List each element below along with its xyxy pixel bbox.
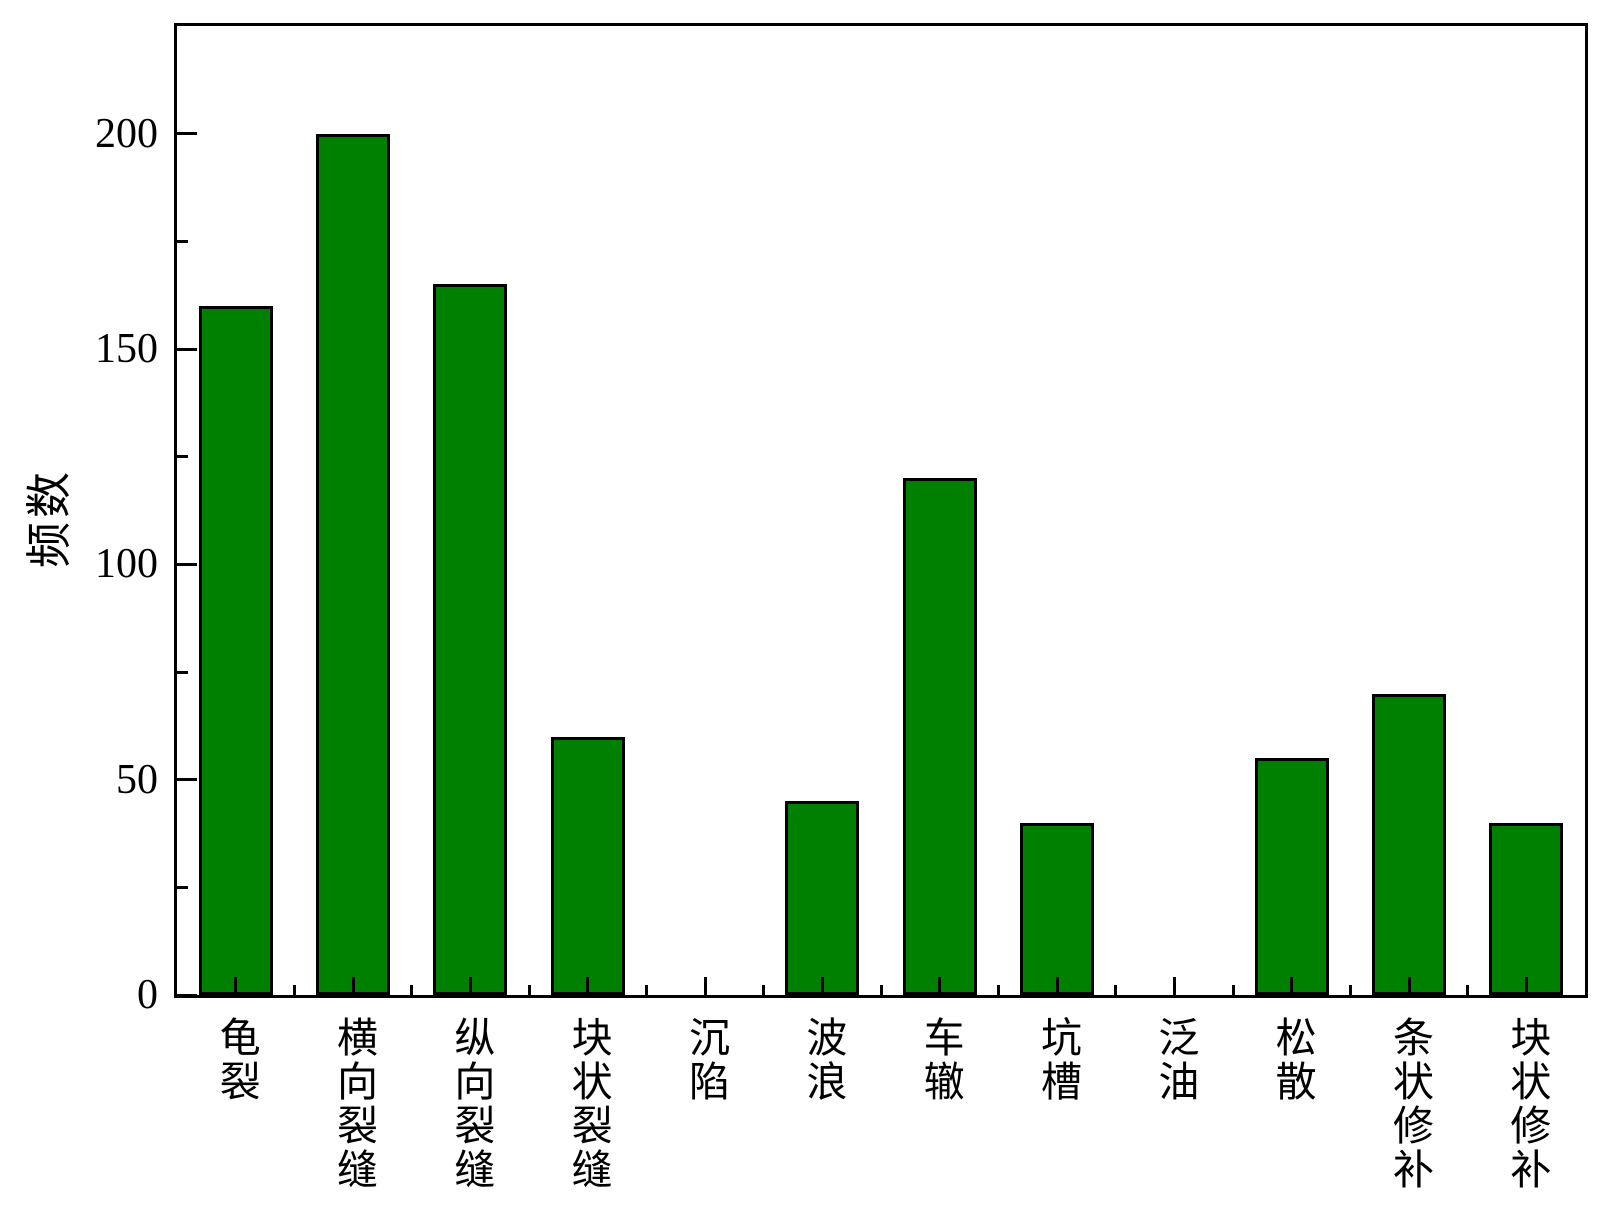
plot-frame [174,23,1588,998]
y-tick-minor [177,239,188,243]
x-tick-minor [1466,985,1470,995]
x-category-label: 龟裂 [213,1016,260,1104]
x-tick-major [1055,977,1059,995]
bar-波浪 [785,801,860,995]
bar-条状修补 [1372,693,1446,995]
y-tick-major [177,132,197,136]
x-tick-major [1290,977,1294,995]
x-category-label: 松散 [1269,1016,1316,1104]
y-tick-minor [177,670,188,674]
x-tick-major [468,977,472,995]
y-tick-major [177,778,197,782]
x-tick-minor [1348,985,1352,995]
x-category-label: 沉陷 [682,1016,729,1104]
bar-坑槽 [1020,822,1094,995]
x-category-label: 坑槽 [1034,1016,1081,1104]
x-tick-major [820,977,824,995]
x-tick-major [1524,977,1528,995]
x-category-label: 泛油 [1151,1016,1198,1104]
x-category-label: 块状裂缝 [565,1016,612,1192]
bar-车辙 [902,478,977,995]
bar-横向裂缝 [316,133,390,995]
x-tick-major [234,977,238,995]
bar-龟裂 [198,305,273,995]
x-tick-major [586,977,590,995]
y-tick-minor [177,885,188,889]
y-tick-major [177,347,197,351]
x-tick-major [1172,977,1176,995]
x-tick-minor [1231,985,1235,995]
x-tick-major [938,977,942,995]
x-tick-minor [1114,985,1118,995]
bar-纵向裂缝 [433,284,508,995]
x-category-label: 条状修补 [1386,1016,1433,1192]
x-tick-minor [996,985,1000,995]
x-tick-minor [527,985,531,995]
x-category-label: 车辙 [917,1016,964,1104]
x-tick-minor [762,985,766,995]
x-category-label: 波浪 [799,1016,846,1104]
plot-area [177,26,1585,997]
bar-块状修补 [1489,822,1564,995]
x-category-label: 块状修补 [1503,1016,1550,1192]
x-tick-major [1407,977,1411,995]
y-tick-label: 100 [95,541,158,588]
y-tick-label: 200 [95,110,158,157]
x-tick-minor [644,985,648,995]
x-category-label: 纵向裂缝 [447,1016,494,1192]
y-tick-major [177,562,197,566]
y-tick-label: 150 [95,326,158,372]
x-tick-minor [410,985,414,995]
bar-松散 [1254,758,1329,995]
bar-块状裂缝 [550,736,625,995]
x-category-label: 横向裂缝 [330,1016,377,1192]
y-tick-minor [177,455,188,459]
x-tick-major [351,977,355,995]
x-tick-minor [879,985,883,995]
x-tick-minor [292,985,296,995]
y-tick-major [177,993,197,997]
y-tick-label: 50 [116,756,158,803]
x-tick-major [703,977,707,995]
y-tick-label: 0 [137,972,158,1018]
